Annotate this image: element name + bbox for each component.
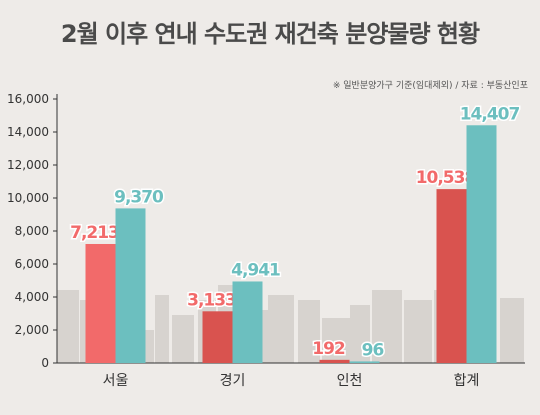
data-label: 192 xyxy=(312,339,345,359)
y-tick-label: 10,000 xyxy=(7,191,49,205)
bar xyxy=(85,243,116,363)
skyline-building xyxy=(172,315,194,363)
data-label: 3,133 xyxy=(187,290,236,310)
skyline-building xyxy=(372,290,402,363)
skyline-building xyxy=(268,295,294,363)
y-tick-label: 4,000 xyxy=(15,290,49,304)
source-note: ※ 일반분양가구 기준(임대제외) / 자료 : 부동산인포 xyxy=(332,81,528,91)
y-tick-label: 6,000 xyxy=(15,257,49,271)
skyline-building xyxy=(350,305,370,363)
skyline-building xyxy=(57,290,79,363)
y-tick-label: 12,000 xyxy=(7,158,49,172)
bar xyxy=(232,281,263,363)
bar xyxy=(202,311,233,363)
x-category-label: 경기 xyxy=(220,373,246,389)
skyline-building xyxy=(322,318,350,363)
x-category-label: 서울 xyxy=(103,373,129,389)
bar xyxy=(436,189,467,363)
skyline-building xyxy=(298,300,320,363)
skyline-building xyxy=(155,295,169,363)
data-label: 96 xyxy=(362,340,384,360)
x-category-label: 합계 xyxy=(454,373,480,389)
x-category-label: 인천 xyxy=(337,373,363,389)
bar xyxy=(466,125,497,363)
data-label: 7,213 xyxy=(70,223,119,243)
y-tick-label: 0 xyxy=(41,356,49,370)
data-label: 14,407 xyxy=(460,104,520,124)
skyline-building xyxy=(404,300,432,363)
bar xyxy=(319,359,350,363)
skyline-building xyxy=(500,298,524,363)
y-tick-label: 14,000 xyxy=(7,125,49,139)
bar xyxy=(115,208,146,363)
y-tick-label: 8,000 xyxy=(15,224,49,238)
data-label: 4,941 xyxy=(231,260,280,280)
data-label: 10,538 xyxy=(416,168,476,188)
bar xyxy=(349,361,380,363)
data-label: 9,370 xyxy=(114,187,164,207)
chart-title: 2월 이후 연내 수도권 재건축 분양물량 현황 xyxy=(60,20,480,48)
y-tick-label: 2,000 xyxy=(15,323,49,337)
y-tick-label: 16,000 xyxy=(7,92,49,106)
